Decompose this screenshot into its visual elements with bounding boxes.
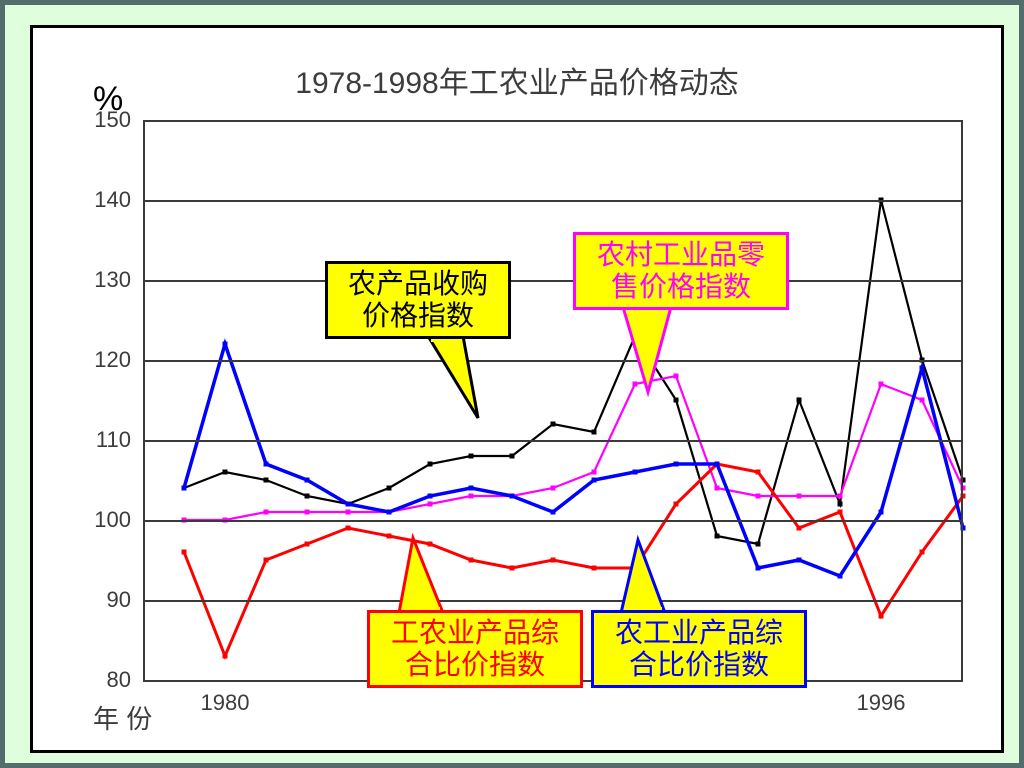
callout-text-line: 售价格指数: [611, 271, 751, 303]
chart-title: 1978-1998年工农业产品价格动态: [33, 58, 1001, 102]
outer-frame: 1978-1998年工农业产品价格动态 % 年 份 80901001101201…: [0, 0, 1024, 768]
callout-text-line: 农工业产品综: [615, 617, 783, 649]
callout-4: 农工业产品综合比价指数: [591, 610, 807, 688]
callout-text-line: 农村工业品零: [597, 239, 765, 271]
callout-2: 农村工业品零售价格指数: [573, 232, 789, 310]
x-axis-label: 年 份: [93, 699, 152, 736]
y-tick-label: 130: [94, 267, 131, 293]
y-tick-label: 140: [94, 187, 131, 213]
callout-1: 农产品收购价格指数: [325, 261, 511, 339]
x-tick-label: 1980: [201, 690, 250, 716]
callout-text-line: 工农业产品综: [391, 617, 559, 649]
y-tick-label: 120: [94, 347, 131, 373]
callout-layer: [143, 120, 963, 680]
callout-text-line: 合比价指数: [405, 649, 545, 681]
callout-3: 工农业产品综合比价指数: [367, 610, 583, 688]
inner-panel: 1978-1998年工农业产品价格动态 % 年 份 80901001101201…: [30, 25, 1004, 753]
callout-tail: [621, 540, 665, 613]
y-tick-label: 80: [107, 667, 131, 693]
y-tick-label: 110: [96, 427, 131, 453]
callout-tail: [399, 538, 443, 613]
plot-area: 809010011012013014015019801996农产品收购价格指数农…: [143, 120, 963, 680]
y-tick-label: 100: [94, 507, 131, 533]
callout-tail: [623, 307, 671, 392]
callout-text-line: 价格指数: [362, 300, 474, 332]
callout-text-line: 农产品收购: [348, 268, 488, 300]
callout-text-line: 合比价指数: [629, 649, 769, 681]
y-tick-label: 90: [107, 587, 131, 613]
x-tick-label: 1996: [857, 690, 906, 716]
y-tick-label: 150: [94, 107, 131, 133]
callout-tail: [428, 336, 478, 418]
